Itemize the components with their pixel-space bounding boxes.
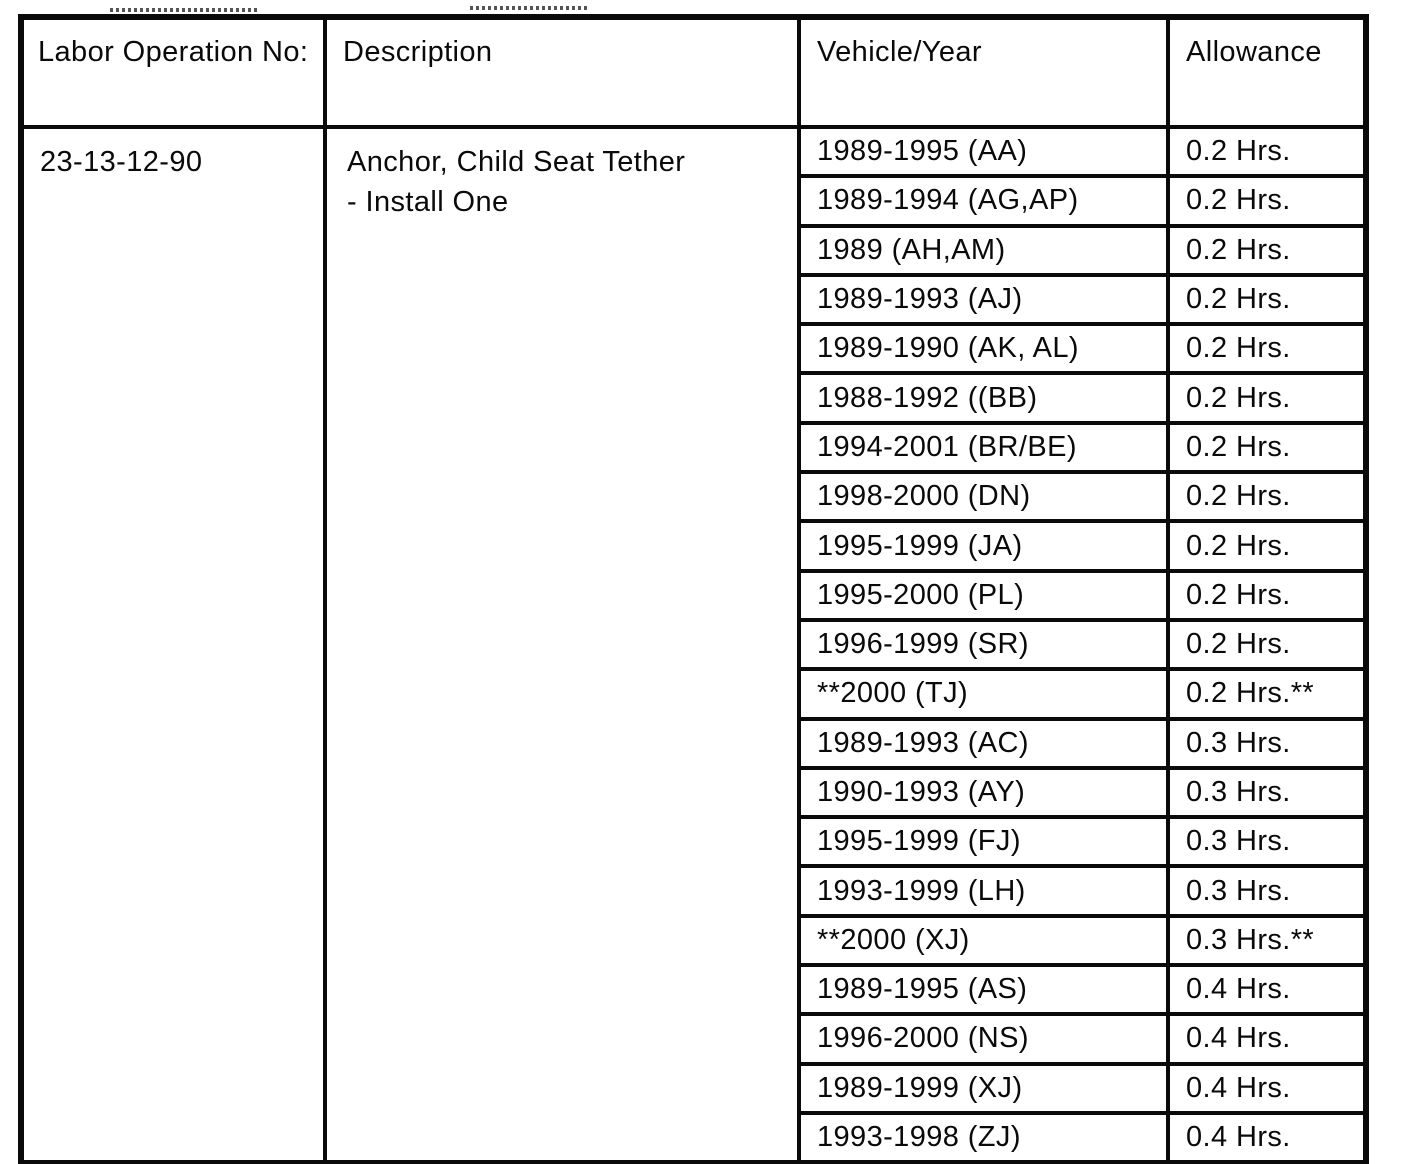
- table-row: 1989-1990 (AK, AL) 0.2 Hrs.: [21, 322, 1368, 376]
- header-row: Labor Operation No: Description Vehicle/…: [19, 15, 1368, 129]
- vehicle-year-cell: 1989-1993 (AC): [797, 716, 1170, 770]
- allowance-cell: 0.3 Hrs.: [1166, 815, 1368, 869]
- allowance-cell: 0.2 Hrs.: [1166, 223, 1368, 277]
- table-row: 1989-1993 (AJ) 0.2 Hrs.: [21, 272, 1368, 327]
- table-row: 1994-2001 (BR/BE) 0.2 Hrs.: [21, 420, 1368, 475]
- vehicle-year-cell: 1995-2000 (PL): [797, 568, 1170, 622]
- vehicle-year-cell: 1989-1990 (AK, AL): [797, 322, 1170, 376]
- table-row: 1993-1998 (ZJ) 0.4 Hrs.: [21, 1110, 1368, 1164]
- allowance-cell: 0.3 Hrs.: [1166, 864, 1368, 918]
- vehicle-year-cell: 1993-1999 (LH): [797, 864, 1170, 918]
- vehicle-year-cell: 1996-1999 (SR): [797, 617, 1170, 672]
- column-header-vehicle-year: Vehicle/Year: [797, 15, 1170, 129]
- allowance-cell: 0.2 Hrs.: [1166, 272, 1368, 327]
- vehicle-year-cell: 1988-1992 ((BB): [797, 371, 1170, 425]
- vehicle-year-cell: 1989-1993 (AJ): [797, 272, 1170, 327]
- vehicle-year-cell: 1998-2000 (DN): [797, 470, 1170, 524]
- vehicle-year-cell: 1989-1995 (AA): [797, 124, 1170, 179]
- vehicle-year-cell: 1996-2000 (NS): [797, 1012, 1170, 1066]
- table-row: 1989 (AH,AM) 0.2 Hrs.: [21, 223, 1368, 277]
- table-row: 1995-2000 (PL) 0.2 Hrs.: [21, 568, 1368, 622]
- table-row: **2000 (TJ) 0.2 Hrs.**: [21, 667, 1368, 721]
- allowance-cell: 0.4 Hrs.: [1166, 1012, 1368, 1066]
- table-row: 1996-1999 (SR) 0.2 Hrs.: [21, 617, 1368, 672]
- table-row: **2000 (XJ) 0.3 Hrs.**: [21, 913, 1368, 968]
- allowance-cell: 0.2 Hrs.: [1166, 322, 1368, 376]
- table-row: 1990-1993 (AY) 0.3 Hrs.: [21, 765, 1368, 820]
- vehicle-year-cell: 1995-1999 (JA): [797, 519, 1170, 573]
- vehicle-year-cell: 1989-1994 (AG,AP): [797, 174, 1170, 228]
- allowance-cell: 0.2 Hrs.: [1166, 519, 1368, 573]
- table-row: 1993-1999 (LH) 0.3 Hrs.: [21, 864, 1368, 918]
- vehicle-year-cell: **2000 (XJ): [797, 913, 1170, 968]
- column-header-labor-operation-no: Labor Operation No:: [19, 15, 327, 129]
- scan-artifact: [110, 8, 260, 12]
- table-row: 1989-1999 (XJ) 0.4 Hrs.: [21, 1061, 1368, 1115]
- table-row: 1989-1995 (AS) 0.4 Hrs.: [21, 963, 1368, 1017]
- labor-operation-no-cell: 23-13-12-90: [19, 124, 327, 1164]
- allowance-cell: 0.4 Hrs.: [1166, 963, 1368, 1017]
- table-row: 23-13-12-90 Anchor, Child Seat Tether - …: [19, 124, 1368, 1164]
- table-row: 1988-1992 ((BB) 0.2 Hrs.: [21, 371, 1368, 425]
- vehicle-year-cell: 1995-1999 (FJ): [797, 815, 1170, 869]
- allowance-cell: 0.2 Hrs.: [1166, 470, 1368, 524]
- vehicle-year-cell: **2000 (TJ): [797, 667, 1170, 721]
- table-row: 1989-1994 (AG,AP) 0.2 Hrs.: [21, 174, 1368, 228]
- column-header-description: Description: [323, 15, 801, 129]
- allowance-cell: 0.4 Hrs.: [1166, 1110, 1368, 1164]
- table-row: 1996-2000 (NS) 0.4 Hrs.: [21, 1012, 1368, 1066]
- labor-operations-table: Labor Operation No: Description Vehicle/…: [18, 14, 1369, 1164]
- allowance-cell: 0.3 Hrs.**: [1166, 913, 1368, 968]
- table-row: 1995-1999 (JA) 0.2 Hrs.: [21, 519, 1368, 573]
- allowance-cell: 0.4 Hrs.: [1166, 1061, 1368, 1115]
- description-line-2: - Install One: [347, 186, 509, 218]
- allowance-cell: 0.2 Hrs.: [1166, 124, 1368, 179]
- table-row: 1995-1999 (FJ) 0.3 Hrs.: [21, 815, 1368, 869]
- vehicle-year-cell: 1990-1993 (AY): [797, 765, 1170, 820]
- allowance-cell: 0.2 Hrs.: [1166, 617, 1368, 672]
- allowance-cell: 0.2 Hrs.: [1166, 568, 1368, 622]
- allowance-cell: 0.2 Hrs.**: [1166, 667, 1368, 721]
- vehicle-year-cell: 1993-1998 (ZJ): [797, 1110, 1170, 1164]
- table-row: 1989-1993 (AC) 0.3 Hrs.: [21, 716, 1368, 770]
- description-cell: Anchor, Child Seat Tether - Install One: [323, 124, 801, 1164]
- table-row: 1998-2000 (DN) 0.2 Hrs.: [21, 470, 1368, 524]
- vehicle-year-cell: 1994-2001 (BR/BE): [797, 420, 1170, 475]
- description-line-1: Anchor, Child Seat Tether: [347, 146, 686, 178]
- vehicle-year-cell: 1989-1995 (AS): [797, 963, 1170, 1017]
- allowance-cell: 0.2 Hrs.: [1166, 371, 1368, 425]
- vehicle-year-cell: 1989 (AH,AM): [797, 223, 1170, 277]
- allowance-cell: 0.3 Hrs.: [1166, 716, 1368, 770]
- vehicle-year-cell: 1989-1999 (XJ): [797, 1061, 1170, 1115]
- allowance-cell: 0.2 Hrs.: [1166, 174, 1368, 228]
- column-header-allowance: Allowance: [1166, 15, 1368, 129]
- allowance-cell: 0.2 Hrs.: [1166, 420, 1368, 475]
- allowance-cell: 0.3 Hrs.: [1166, 765, 1368, 820]
- scan-artifact: [470, 6, 590, 10]
